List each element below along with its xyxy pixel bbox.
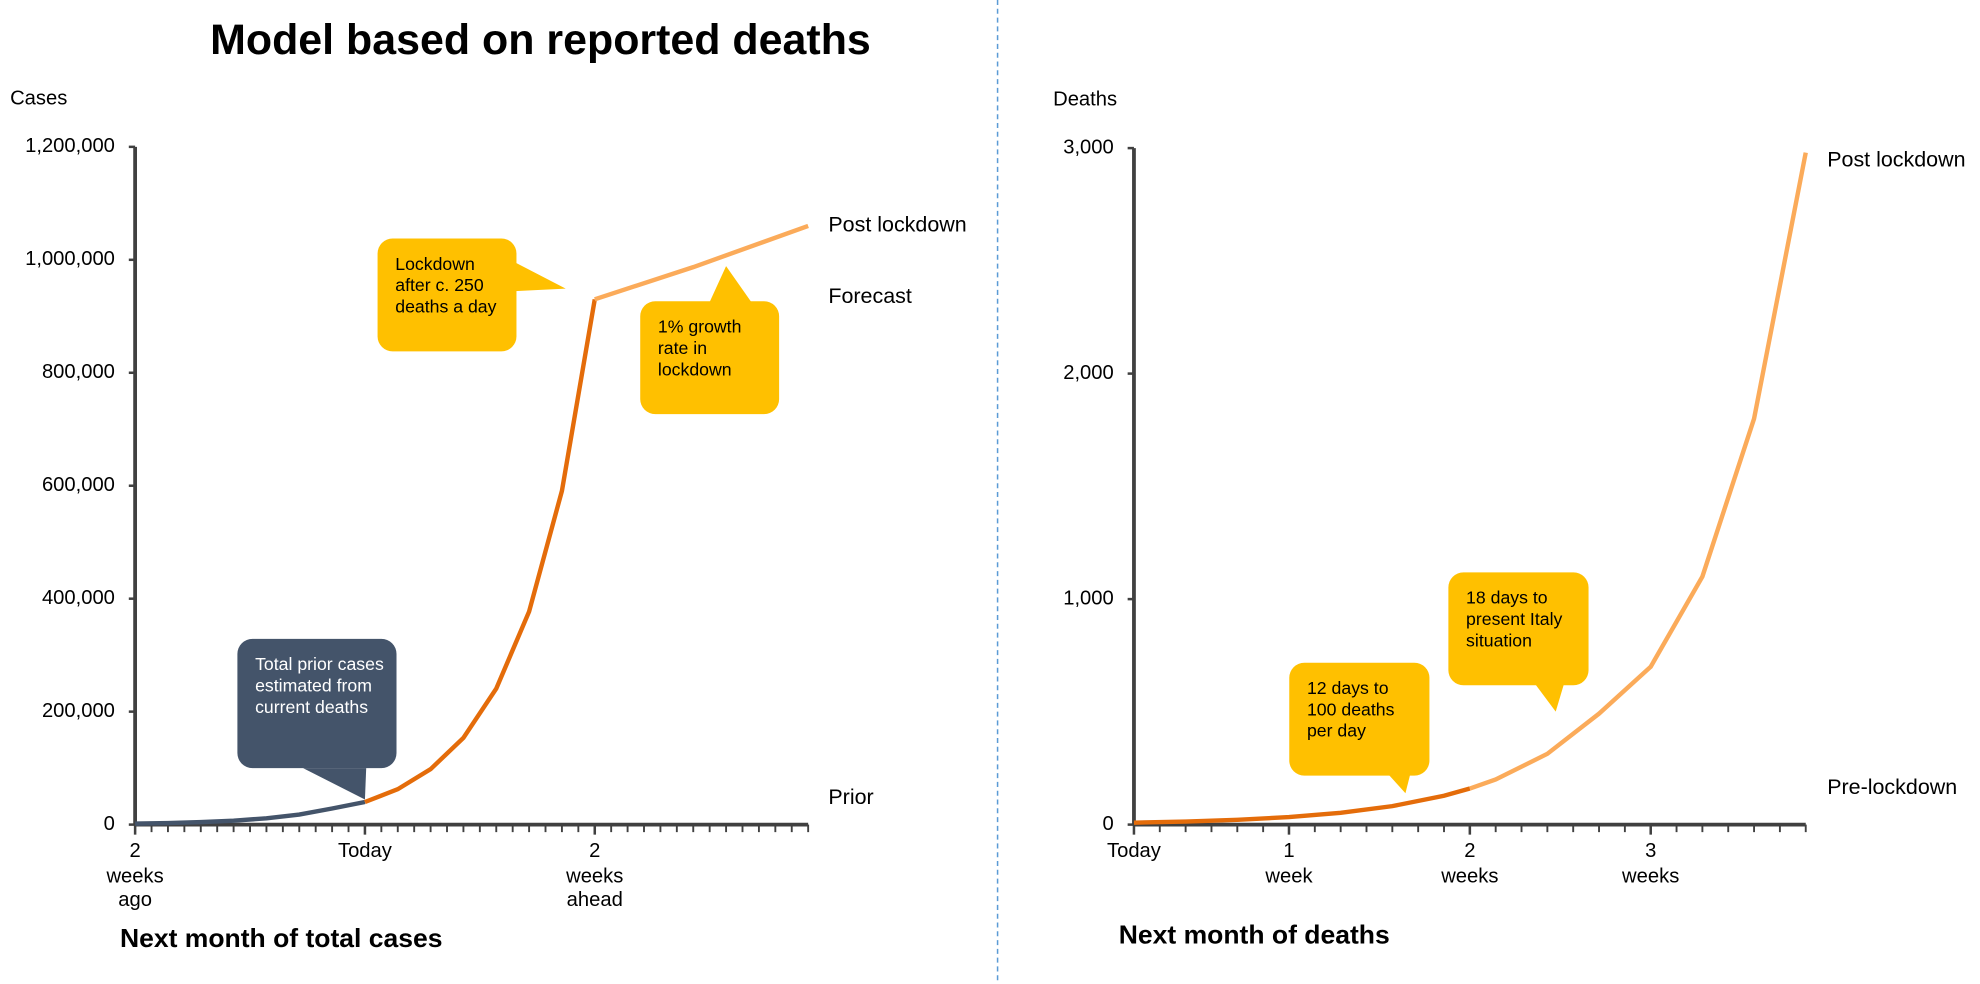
callout bbox=[237, 638, 397, 769]
x-tick-label: 2 weeks ago bbox=[106, 840, 164, 912]
callout-text: 1% growth rate in lockdown bbox=[657, 316, 742, 380]
y-tick-label: 1,200,000 bbox=[25, 135, 115, 157]
series-line bbox=[1133, 786, 1471, 825]
y-tick-label: 2,000 bbox=[1063, 362, 1114, 384]
y-tick-label: 200,000 bbox=[42, 700, 115, 722]
x-tick-label-box: Today bbox=[1106, 840, 1161, 863]
callout-text: 12 days to 100 deaths per day bbox=[1306, 677, 1395, 741]
series-label: Pre-lockdown bbox=[1827, 775, 1957, 799]
y-tick-label: 400,000 bbox=[42, 587, 115, 609]
y-axis-label: Deaths bbox=[1053, 89, 1117, 111]
x-tick-label-box: Today bbox=[337, 840, 392, 863]
y-tick-label: 0 bbox=[1103, 813, 1114, 835]
y-tick-label: 800,000 bbox=[42, 361, 115, 383]
callout bbox=[640, 301, 780, 415]
callout-pointer bbox=[505, 257, 566, 292]
x-axis-label: Next month of deaths bbox=[1119, 919, 1390, 949]
callout-text-box: Total prior cases estimated from current… bbox=[255, 653, 384, 717]
y-tick-label: 0 bbox=[104, 813, 115, 835]
callout-text: Total prior cases estimated from current… bbox=[255, 653, 384, 717]
x-tick-label-box: 3 weeks bbox=[1622, 840, 1680, 887]
callout-pointer bbox=[303, 768, 367, 800]
series-line bbox=[364, 298, 597, 805]
y-tick-label: 1,000,000 bbox=[25, 248, 115, 270]
callout-text-box: 18 days to present Italy situation bbox=[1466, 587, 1563, 651]
series-label: Forecast bbox=[828, 284, 912, 308]
page-title: Model based on reported deaths bbox=[210, 16, 871, 64]
series-line bbox=[1469, 152, 1808, 791]
callout-text-box: Lockdown after c. 250 deaths a day bbox=[395, 253, 497, 317]
callout-text-box: 12 days to 100 deaths per day bbox=[1306, 677, 1395, 741]
series-line bbox=[594, 223, 809, 302]
callout-pointer bbox=[707, 266, 756, 308]
callout-text: 18 days to present Italy situation bbox=[1466, 587, 1563, 651]
callout-text: Lockdown after c. 250 deaths a day bbox=[395, 253, 497, 317]
x-axis-label: Next month of total cases bbox=[120, 923, 443, 953]
y-tick-label: 1,000 bbox=[1063, 587, 1114, 609]
x-tick-label-box: 1 week bbox=[1265, 840, 1313, 887]
x-tick-label-box: 2 weeks ahead bbox=[566, 840, 624, 912]
y-tick-label: 3,000 bbox=[1063, 136, 1114, 158]
x-tick-label-box: 2 weeks bbox=[1441, 840, 1499, 887]
y-axis-label: Cases bbox=[10, 88, 67, 110]
x-tick-label: 3 weeks bbox=[1622, 840, 1680, 887]
series-line bbox=[135, 799, 366, 826]
x-tick-label: Today bbox=[337, 840, 392, 863]
callout bbox=[1289, 662, 1430, 776]
x-tick-label: 2 weeks ahead bbox=[566, 840, 624, 912]
x-tick-label: 2 weeks bbox=[1441, 840, 1499, 887]
x-tick-label: 1 week bbox=[1265, 840, 1313, 887]
callout-text-box: 1% growth rate in lockdown bbox=[657, 316, 742, 380]
callout bbox=[377, 238, 517, 352]
x-tick-label-box: 2 weeks ago bbox=[106, 840, 164, 912]
y-tick-label: 600,000 bbox=[42, 474, 115, 496]
series-label: Post lockdown bbox=[1827, 147, 1965, 171]
x-tick-label: Today bbox=[1106, 840, 1161, 863]
callout-pointer bbox=[1530, 677, 1566, 712]
series-label: Post lockdown bbox=[828, 213, 966, 237]
callout bbox=[1448, 572, 1589, 686]
callout-pointer bbox=[1382, 768, 1412, 794]
series-label: Prior bbox=[828, 785, 873, 809]
